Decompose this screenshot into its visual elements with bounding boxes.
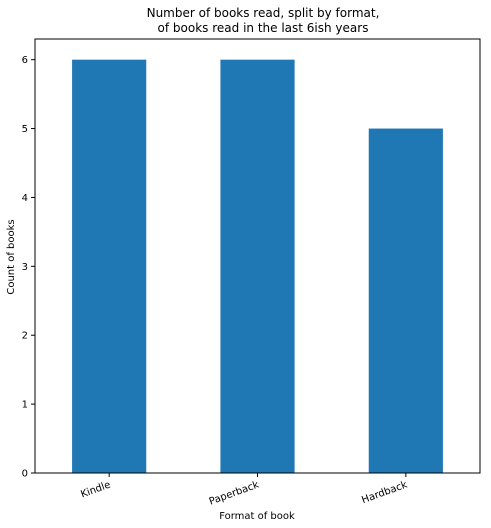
y-tick-label: 5	[22, 124, 28, 135]
y-tick-label: 0	[22, 469, 28, 480]
y-tick-label: 3	[22, 262, 28, 273]
y-tick-label: 4	[22, 193, 28, 204]
bar-paperback	[220, 59, 295, 474]
bar-hardback	[368, 128, 443, 474]
x-axis-label: Format of book	[219, 511, 295, 522]
bar-kindle	[72, 59, 147, 474]
chart-title-line-1: Number of books read, split by format,	[147, 6, 380, 20]
plot-area: 0 1 2 3 4 5 6 Kindle Paperback Hardback	[22, 38, 481, 508]
y-axis-label: Count of books	[6, 219, 17, 294]
x-tick-label-paperback: Paperback	[208, 479, 261, 507]
x-tick-label-kindle: Kindle	[79, 479, 112, 500]
chart-title-line-2: of books read in the last 6ish years	[158, 21, 369, 35]
y-tick-label: 1	[22, 400, 28, 411]
x-tick-label-hardback: Hardback	[360, 479, 409, 506]
y-tick-label: 6	[22, 55, 28, 66]
y-tick-label: 2	[22, 331, 28, 342]
